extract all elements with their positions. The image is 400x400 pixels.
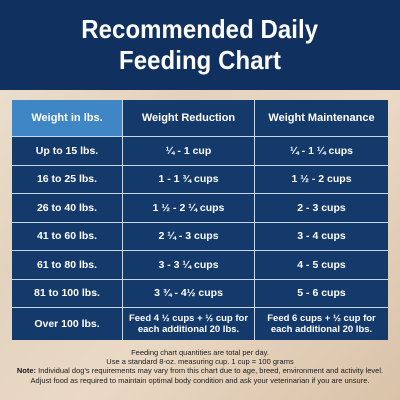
header-weight-maintenance: Weight Maintenance: [255, 100, 388, 137]
row-maintenance: 2 - 3 cups: [255, 194, 388, 223]
row-maintenance: ¼ - 1 ¼ cups: [255, 137, 388, 166]
footnote-measuring-cup: Use a standard 8-oz. measuring cup. 1 cu…: [106, 357, 294, 367]
row-reduction: 3 - 3 ¼ cups: [123, 251, 255, 280]
row-weight: 26 to 40 lbs.: [12, 194, 123, 223]
row-reduction: ¼ - 1 cup: [123, 137, 255, 166]
row-maintenance: 1 ½ - 2 cups: [255, 166, 388, 194]
footnotes: Feeding chart quantities are total per d…: [10, 348, 390, 385]
row-maintenance: 5 - 6 cups: [255, 280, 388, 308]
row-reduction: 2 ¼ - 3 cups: [123, 222, 255, 251]
row-weight: 81 to 100 lbs.: [12, 279, 123, 308]
title-line-2: Feeding Chart: [118, 45, 282, 75]
title-banner: Recommended Daily Feeding Chart: [0, 0, 400, 90]
header-weight-reduction: Weight Reduction: [123, 100, 255, 137]
row-reduction: 3 ¾ - 4½ cups: [123, 279, 255, 308]
footnote-quantities: Feeding chart quantities are total per d…: [131, 348, 269, 357]
feeding-table: Weight in lbs. Weight Reduction Weight M…: [12, 100, 388, 340]
title-line-1: Recommended Daily: [81, 14, 319, 44]
note-text: Individual dog's requirements may vary f…: [30, 366, 384, 385]
row-weight: 41 to 60 lbs.: [12, 222, 123, 251]
row-maintenance: 3 - 4 cups: [255, 223, 388, 251]
row-maintenance: Feed 6 cups + ½ cup for each additional …: [267, 312, 376, 336]
note-label: Note:: [16, 366, 37, 376]
row-weight: 16 to 25 lbs.: [12, 165, 123, 194]
row-reduction: 1 ½ - 2 ¼ cups: [123, 194, 255, 223]
row-weight: Up to 15 lbs.: [12, 137, 123, 166]
footnote-note: Note: Individual dog's requirements may …: [10, 366, 390, 384]
row-weight: Over 100 lbs.: [12, 308, 123, 340]
header-weight: Weight in lbs.: [12, 100, 123, 137]
row-weight: 61 to 80 lbs.: [12, 251, 123, 280]
row-reduction: Feed 4 ½ cups + ½ cup for each additiona…: [123, 308, 255, 340]
row-reduction: 1 - 1 ¾ cups: [123, 165, 255, 194]
row-maintenance: 4 - 5 cups: [255, 251, 388, 280]
